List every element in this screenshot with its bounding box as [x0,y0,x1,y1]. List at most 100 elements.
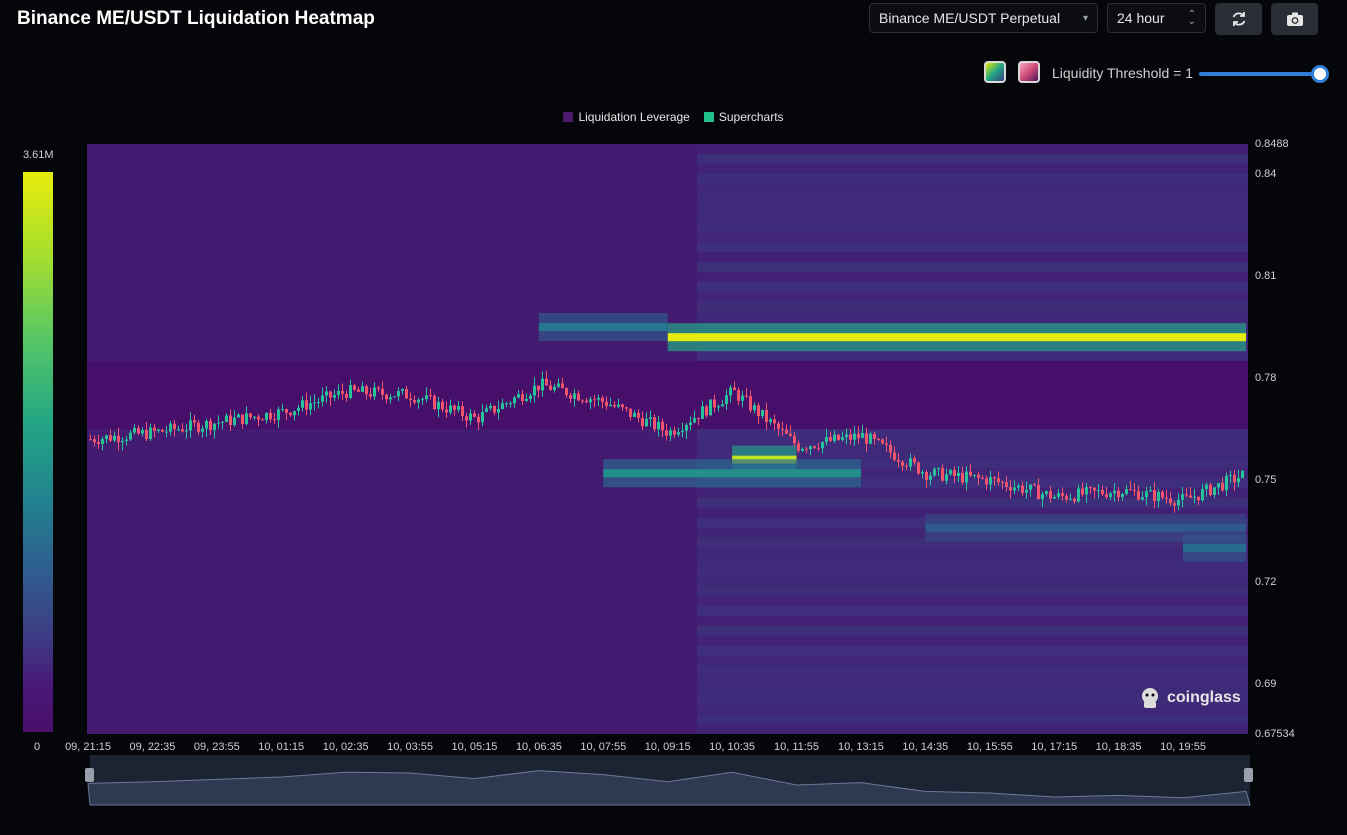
candle-body [953,470,956,477]
candle-body [529,395,532,399]
x-tick-label: 10, 14:35 [902,741,949,753]
x-tick-label: 10, 05:15 [451,741,498,753]
candle-body [417,399,420,403]
heatmap-cell-row [697,439,1248,449]
refresh-button[interactable] [1215,3,1262,35]
navigator-handle-left[interactable] [85,768,94,782]
x-tick-label: 10, 01:15 [258,741,305,753]
candle-body [977,474,980,478]
legend-label: Supercharts [718,110,784,124]
navigator-handle-right[interactable] [1244,768,1253,782]
range-select[interactable]: 24 hour ⌃ ⌄ [1107,3,1206,33]
slider-handle[interactable] [1311,65,1329,83]
candle-body [1205,484,1208,490]
candle-body [333,394,336,398]
candle-body [465,416,468,421]
candle-body [737,390,740,401]
candle-body [713,399,716,408]
candle-body [813,446,816,448]
heatmap-cell-row [697,625,1248,636]
candle-body [149,427,152,439]
candle-body [701,406,704,419]
candle-body [241,414,244,425]
candle-body [1053,496,1056,499]
candle-body [397,391,400,397]
pair-select[interactable]: Binance ME/USDT Perpetual ▾ [869,3,1098,33]
candle-body [1237,478,1240,483]
candle-body [641,417,644,427]
candle-body [469,413,472,421]
candle-body [445,409,448,413]
candle-body [169,423,172,432]
candle-body [601,397,604,402]
liquidation-band [667,333,1246,342]
candle-body [945,474,948,481]
candle-body [837,434,840,440]
candle-body [989,477,992,485]
candle-body [1165,497,1168,499]
candle-body [1073,498,1076,502]
candle-body [1081,488,1084,495]
candle-body [461,406,464,417]
candle-body [829,436,832,441]
candle-body [337,390,340,395]
colorbar-min-label: 0 [34,741,41,753]
candle-body [789,433,792,436]
candle-body [609,405,612,407]
candle-body [705,406,708,416]
candle-body [621,404,624,408]
candle-body [381,388,384,395]
legend-item-supercharts[interactable]: Supercharts [703,110,784,124]
candle-body [125,439,128,441]
candle-body [121,440,124,443]
pink-palette-swatch[interactable] [1018,61,1040,83]
x-tick-label: 10, 02:35 [322,741,369,753]
y-tick-label: 0.78 [1255,372,1277,384]
candle-body [229,415,232,426]
x-tick-label: 10, 09:15 [644,741,691,753]
candle-body [173,423,176,430]
candle-body [905,465,908,467]
screenshot-button[interactable] [1271,3,1318,35]
viridis-palette-swatch[interactable] [984,61,1006,83]
candle-body [573,393,576,399]
candle-body [1037,485,1040,500]
candle-body [841,437,844,440]
candle-body [517,394,520,398]
candle-body [261,419,264,421]
candle-body [105,435,108,440]
colorbar-max-label: 3.61M [23,149,54,161]
candle-body [721,404,724,407]
liquidity-threshold-slider[interactable] [1199,72,1321,76]
candle-body [661,421,664,431]
candle-body [921,472,924,474]
candle-body [317,401,320,403]
candle-body [717,406,720,408]
candle-body [681,430,684,433]
candle-body [361,386,364,392]
legend-swatch [703,112,714,122]
coinglass-brand: coinglass [1139,686,1241,710]
candle-body [785,429,788,434]
chart-legend: Liquidation Leverage Supercharts [0,110,1347,124]
candle-body [289,412,292,416]
candle-body [473,413,476,417]
heatmap-cell-row [697,468,1248,479]
legend-item-liquidation[interactable]: Liquidation Leverage [563,110,690,124]
heatmap-cell-row [697,557,1248,567]
candle-body [93,439,96,443]
heatmap-cell-row [697,596,1248,607]
candle-body [805,448,808,450]
candle-body [477,416,480,423]
candle-body [1141,497,1144,500]
liquidation-band [1183,544,1246,553]
heatmap-cell-row [697,694,1248,705]
candle-body [677,432,680,435]
candle-body [969,471,972,476]
candle-body [1017,485,1020,488]
x-tick-label: 10, 17:15 [1031,741,1078,753]
candle-body [357,389,360,392]
candle-body [741,395,744,401]
candle-body [577,393,580,401]
